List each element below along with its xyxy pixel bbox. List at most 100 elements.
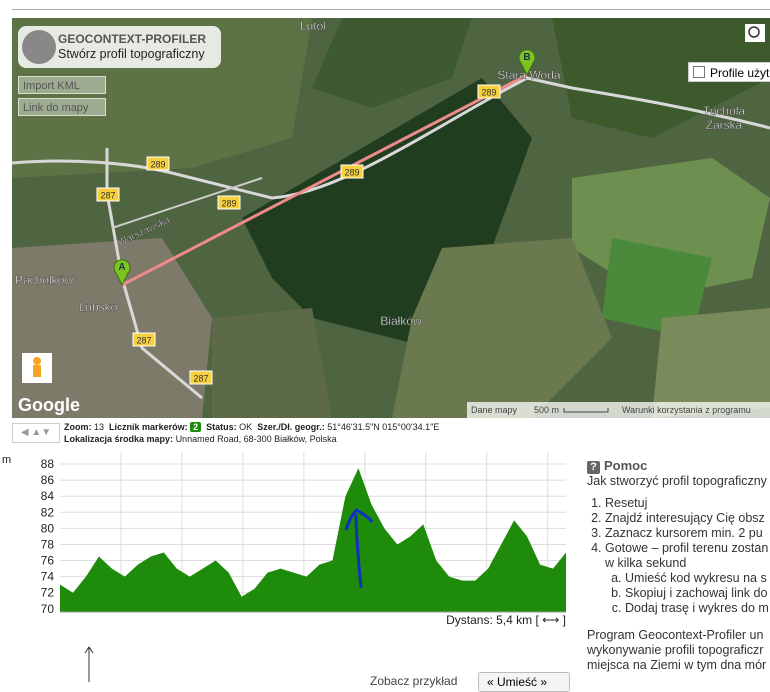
label: Lokalizacja środka mapy: — [64, 434, 174, 444]
substeps: Umieść kod wykresu na sSkopiuj i zachowa… — [605, 571, 770, 616]
app-name: GEOCONTEXT-PROFILER — [58, 32, 207, 46]
about: Program Geocontext-Profiler un wykonywani… — [587, 628, 770, 673]
place-label: Pacholków — [15, 273, 73, 287]
place-label: Żarska — [706, 118, 743, 132]
substep: Skopiuj i zachowaj link do — [625, 586, 770, 601]
annotation-arrow — [344, 508, 374, 589]
forest — [552, 18, 770, 138]
label: Zoom: — [64, 422, 92, 432]
map-data: Dane mapy — [471, 405, 518, 415]
road-number: 289 — [481, 88, 496, 98]
y-tick-label: 72 — [41, 586, 55, 600]
fields — [312, 18, 472, 108]
embed-button[interactable]: « Umieść » — [478, 672, 570, 692]
marker-label: A — [118, 262, 125, 273]
value: 2 — [190, 422, 202, 432]
y-tick-label: 74 — [41, 570, 55, 584]
scale-bar — [563, 408, 609, 413]
road-shield — [189, 370, 213, 385]
steps: ResetujZnajdź interesujący Cię obszZazna… — [587, 496, 770, 616]
road — [111, 177, 263, 229]
fields — [212, 308, 332, 418]
marker-pin — [113, 259, 131, 287]
value: Unnamed Road, 68-300 Białków, Polska — [175, 434, 337, 444]
y-tick-label: 84 — [41, 489, 55, 503]
map-link[interactable]: Link do mapy — [18, 98, 106, 116]
logo: GEOCONTEXT-PROFILER Stwórz profil topogra… — [18, 26, 221, 68]
pegman-icon — [33, 365, 41, 377]
about-line: miejsca na Ziemi w tym dna mór — [587, 658, 767, 672]
road-number: 289 — [150, 160, 165, 170]
terms: Warunki korzystania z programu — [622, 405, 751, 415]
label: Licznik markerów: — [109, 422, 188, 432]
label: Status: — [206, 422, 237, 432]
import-kml[interactable]: Import KML — [18, 76, 106, 94]
y-unit: m — [2, 454, 11, 466]
x-label: Dystans: 5,4 km [ ⟷ ] — [446, 613, 566, 627]
y-tick-label: 80 — [41, 521, 55, 535]
separator — [12, 9, 770, 10]
road-number: 287 — [136, 336, 151, 346]
label: Szer./Dł. geogr.: — [257, 422, 325, 432]
elevation-area — [60, 468, 566, 612]
scale: 500 m — [534, 405, 559, 415]
step: Resetuj — [605, 496, 770, 511]
status-row: Zoom: 13 Licznik markerów: 2 Status: OK … — [64, 422, 439, 432]
substep: Umieść kod wykresu na s — [625, 571, 770, 586]
step: Gotowe – profil terenu zostan w kilka se… — [605, 541, 770, 616]
logo-icon — [22, 30, 56, 64]
checkbox[interactable] — [693, 66, 705, 78]
road-shield — [146, 156, 170, 171]
user-profiles-label: Profile użyt — [710, 66, 770, 80]
zoom-icon — [748, 26, 760, 38]
marker-label: B — [523, 52, 530, 63]
nav-arrows[interactable]: ◀ ▲▼ — [12, 423, 60, 443]
step: Znajdź interesujący Cię obsz — [605, 511, 770, 526]
google-logo: Google — [18, 395, 80, 415]
town — [12, 238, 212, 418]
place-label: Tuchola — [703, 104, 746, 118]
about-line: wykonywanie profili topograficzr — [587, 643, 764, 657]
road-shield — [96, 187, 120, 202]
road-number: 289 — [221, 199, 236, 209]
status-bar: ◀ ▲▼ Zoom: 13 Licznik markerów: 2 Status… — [12, 421, 770, 447]
road-shield — [477, 84, 501, 99]
help-panel: ? Pomoc Jak stworzyć profil topograficzny… — [587, 458, 770, 673]
road-number: 289 — [344, 168, 359, 178]
help-intro: Jak stworzyć profil topograficzny — [587, 474, 767, 488]
road-shield — [217, 195, 241, 210]
attribution-bg — [467, 402, 770, 418]
marker-pin — [518, 49, 536, 77]
route — [121, 73, 528, 287]
value: 51°46'31.5"N 015°00'34.1"E — [327, 422, 440, 432]
fields — [392, 238, 612, 418]
value: 13 — [94, 422, 105, 432]
user-profiles[interactable]: Profile użyt — [688, 62, 770, 82]
status-row: Lokalizacja środka mapy: Unnamed Road, 6… — [64, 434, 337, 444]
road-number: 287 — [193, 374, 208, 384]
example-link[interactable]: Zobacz przykład — [370, 674, 458, 688]
place-label: Białków — [380, 314, 422, 328]
help-title: ? Pomoc — [587, 458, 770, 474]
value: OK — [239, 422, 253, 432]
y-tick-label: 82 — [41, 505, 55, 519]
y-tick-label: 78 — [41, 537, 55, 551]
place-label: Stara Woda — [497, 68, 560, 82]
arrow — [84, 646, 94, 682]
fields — [602, 238, 712, 338]
y-tick-label: 86 — [41, 473, 55, 487]
tagline: Stwórz profil topograficzny — [58, 47, 205, 61]
road — [12, 76, 770, 200]
y-tick-label: 88 — [41, 457, 55, 471]
pegman-icon — [33, 357, 41, 365]
y-tick-label: 76 — [41, 554, 55, 568]
place-label: Lutol — [300, 19, 326, 33]
about-line: Program Geocontext-Profiler un — [587, 628, 764, 642]
place-label: Lubsko — [79, 300, 118, 314]
step: Zaznacz kursorem min. 2 pu — [605, 526, 770, 541]
road-number: 287 — [100, 191, 115, 201]
elevation-chart: m 70 72 74 76 78 80 82 84 86 88 Dystans: 5,4 km [ ⟷… — [2, 452, 566, 627]
substep: Dodaj trasę i wykres do m — [625, 601, 770, 616]
